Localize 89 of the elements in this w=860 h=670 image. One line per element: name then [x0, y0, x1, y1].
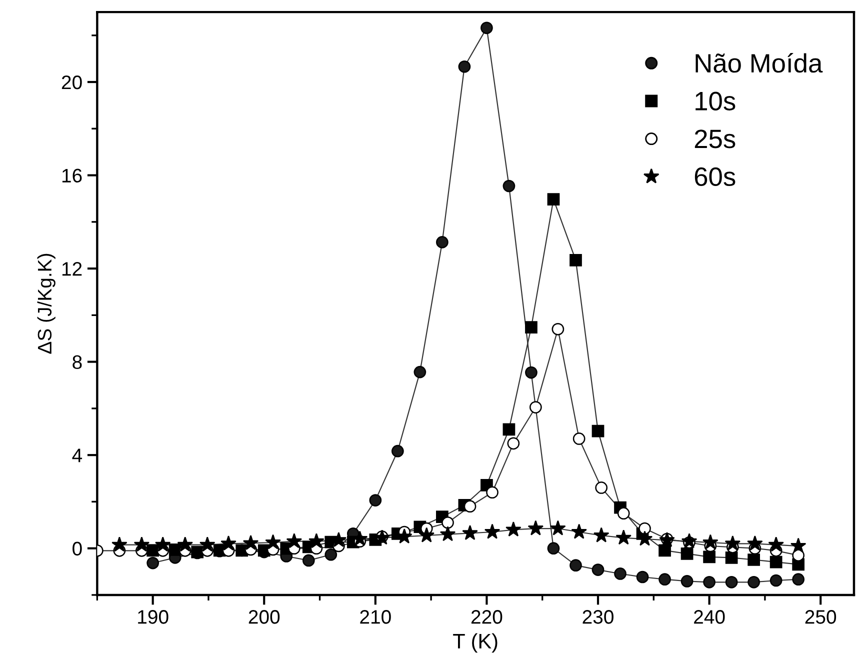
y-tick-label: 12	[62, 262, 82, 276]
point	[506, 521, 522, 536]
point	[502, 423, 516, 436]
point	[286, 533, 302, 548]
point	[391, 444, 404, 458]
point	[725, 576, 738, 588]
legend-label: 60s	[694, 167, 736, 186]
point	[484, 524, 500, 539]
point	[550, 520, 566, 536]
point	[658, 573, 671, 586]
point	[680, 575, 694, 588]
point	[525, 366, 538, 379]
point	[324, 548, 338, 561]
point	[308, 533, 324, 548]
point	[571, 524, 587, 539]
y-tick-label: 4	[72, 448, 82, 462]
point	[530, 401, 542, 414]
x-tick-label: 230	[582, 610, 614, 624]
point	[792, 573, 805, 586]
point	[547, 193, 560, 206]
legend-label: 25s	[694, 130, 736, 148]
point	[464, 500, 476, 513]
point	[748, 554, 760, 566]
point	[418, 527, 434, 542]
point	[436, 236, 448, 248]
point	[770, 574, 782, 587]
point	[552, 322, 564, 336]
x-tick-label: 210	[360, 610, 391, 624]
point	[242, 534, 259, 550]
point	[702, 534, 718, 550]
x-axis-title: T (K)	[453, 633, 498, 653]
x-tick-label: 200	[248, 610, 280, 624]
y-tick-label: 0	[72, 542, 82, 556]
point	[177, 536, 193, 552]
point	[502, 180, 516, 192]
point	[658, 544, 671, 557]
point	[681, 533, 698, 548]
point	[414, 366, 426, 378]
point	[770, 556, 782, 568]
point	[570, 254, 582, 266]
point	[614, 568, 626, 580]
point	[458, 60, 471, 73]
point	[616, 530, 632, 545]
point	[747, 535, 763, 550]
x-tick-label: 240	[694, 610, 725, 624]
point	[462, 524, 478, 540]
y-tick-label: 20	[62, 75, 82, 90]
point	[703, 576, 716, 588]
point	[592, 564, 604, 576]
point	[480, 22, 493, 34]
x-tick-label: 250	[805, 610, 836, 624]
point	[547, 542, 560, 555]
point	[636, 570, 649, 584]
point	[112, 536, 128, 552]
point	[486, 486, 498, 499]
point	[199, 536, 216, 552]
point	[302, 554, 315, 567]
point	[154, 536, 171, 552]
y-axis-title: ΔS (J/Kg.K)	[37, 254, 56, 354]
legend-label: 10s	[696, 92, 736, 110]
point	[369, 494, 382, 506]
point	[265, 534, 281, 550]
point	[572, 432, 586, 445]
point	[593, 527, 610, 542]
point	[528, 520, 544, 536]
point	[220, 535, 236, 550]
point	[134, 536, 150, 552]
point	[617, 507, 630, 520]
point	[748, 576, 760, 588]
point	[440, 526, 456, 542]
point	[525, 321, 538, 334]
point	[680, 548, 694, 560]
point	[725, 551, 738, 564]
point	[592, 424, 604, 438]
point	[790, 538, 806, 553]
point	[507, 437, 520, 450]
point	[703, 550, 716, 564]
y-tick-label: 8	[72, 355, 82, 370]
point	[570, 559, 582, 572]
point	[146, 556, 160, 570]
x-tick-label: 190	[138, 610, 168, 624]
point	[768, 536, 784, 552]
point	[724, 535, 741, 550]
point	[442, 516, 454, 529]
point	[638, 522, 651, 535]
x-tick-label: 220	[471, 610, 502, 624]
point	[595, 482, 608, 494]
legend-label: Não Moída	[696, 52, 823, 73]
y-tick-label: 16	[62, 168, 82, 183]
